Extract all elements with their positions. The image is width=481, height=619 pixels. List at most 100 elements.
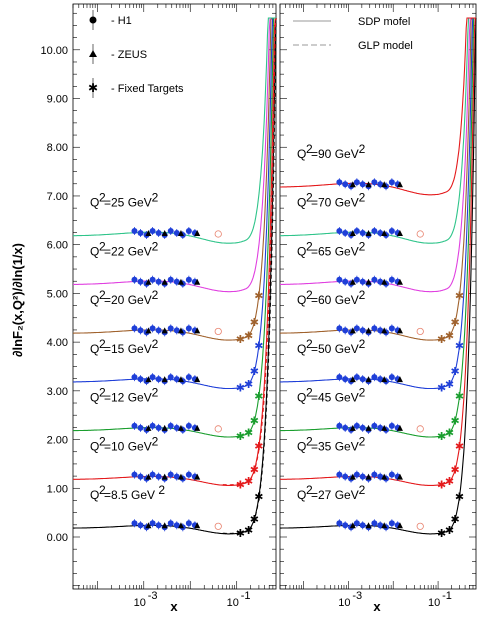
fixed-target-point: ✱ xyxy=(250,366,259,378)
q2-label-value: =70 GeV xyxy=(311,196,359,210)
h1-point xyxy=(149,422,156,429)
zeus-point xyxy=(177,424,184,431)
fixed-target-point: ✱ xyxy=(445,330,454,342)
h1-point xyxy=(388,471,395,478)
h1-point xyxy=(149,374,156,381)
model-curve xyxy=(280,17,476,438)
h1-point xyxy=(377,229,384,236)
fixed-target-point: ✱ xyxy=(236,382,245,394)
fixed-target-point: ✱ xyxy=(244,379,253,391)
zeus-point xyxy=(365,229,372,236)
h1-point xyxy=(149,276,156,283)
fixed-target-point: ✱ xyxy=(455,391,464,403)
fixed-target-point: ✱ xyxy=(254,441,263,453)
h1-point xyxy=(167,520,174,527)
zeus-point xyxy=(396,522,403,529)
glp-curve xyxy=(222,17,277,486)
h1-point xyxy=(342,376,349,383)
fixed-target-point: ✱ xyxy=(437,382,446,394)
h1-point xyxy=(388,374,395,381)
h1-point xyxy=(336,520,343,527)
h1-point xyxy=(342,278,349,285)
h1-point xyxy=(149,227,156,234)
h1-point xyxy=(371,520,378,527)
y-tick-label: 7.00 xyxy=(47,191,68,203)
q2-label-value: =15 GeV xyxy=(104,342,152,356)
h1-point xyxy=(173,376,180,383)
zeus-point xyxy=(381,473,388,480)
fixed-target-point: ✱ xyxy=(437,528,446,540)
h1-point xyxy=(336,471,343,478)
zeus-point xyxy=(396,278,403,285)
fixed-target-point: ✱ xyxy=(236,431,245,443)
zeus-point xyxy=(396,327,403,334)
fixed-target-point: ✱ xyxy=(250,317,259,329)
q2-label-exponent: 2 xyxy=(99,434,106,448)
q2-label-unit-exponent: 2 xyxy=(359,288,366,302)
h1-point xyxy=(377,327,384,334)
q2-label-value: =27 GeV xyxy=(311,488,359,502)
h1-point xyxy=(131,325,138,332)
zeus-point xyxy=(365,522,372,529)
y-tick-label: 0.00 xyxy=(47,532,68,544)
zeus-point xyxy=(145,327,152,334)
zeus-point xyxy=(161,376,168,383)
fixed-target-point: ✱ xyxy=(236,528,245,540)
q2-label-value: =12 GeV xyxy=(104,391,152,405)
zeus-point xyxy=(396,473,403,480)
h1-point xyxy=(131,374,138,381)
zeus-point xyxy=(349,424,356,431)
h1-point xyxy=(185,276,192,283)
h1-point xyxy=(137,522,144,529)
open-point xyxy=(416,425,424,433)
h1-point xyxy=(342,327,349,334)
q2-label-unit-exponent: 2 xyxy=(152,191,159,205)
legend-label: SDP mofel xyxy=(358,16,410,28)
zeus-point xyxy=(194,278,201,285)
legend-label: - H1 xyxy=(111,15,132,27)
x-tick-label-exponent: -1 xyxy=(442,590,452,602)
q2-label: Q xyxy=(90,488,99,502)
open-point xyxy=(214,230,222,238)
zeus-point xyxy=(381,229,388,236)
legend-label: - Fixed Targets xyxy=(111,83,184,95)
q2-label-exponent: 2 xyxy=(306,239,313,253)
fixed-target-point: ✱ xyxy=(236,479,245,491)
q2-label-exponent: 2 xyxy=(306,386,313,400)
q2-label: Q xyxy=(297,342,306,356)
q2-label-value: =90 GeV xyxy=(311,147,359,161)
h1-point xyxy=(137,376,144,383)
y-tick-label: 9.00 xyxy=(47,94,68,106)
fixed-target-point: ✱ xyxy=(254,391,263,403)
y-tick-label: 8.00 xyxy=(47,142,68,154)
q2-label-exponent: 2 xyxy=(99,483,106,497)
zeus-point xyxy=(161,229,168,236)
zeus-point xyxy=(177,327,184,334)
zeus-point xyxy=(161,522,168,529)
y-tick-label: 10.00 xyxy=(40,45,68,57)
h1-point xyxy=(377,424,384,431)
h1-point xyxy=(353,471,360,478)
h1-point xyxy=(388,422,395,429)
h1-point xyxy=(359,327,366,334)
q2-label-value: =10 GeV xyxy=(104,439,152,453)
zeus-point xyxy=(161,424,168,431)
fixed-target-point: ✱ xyxy=(445,525,454,537)
q2-label-unit-exponent: 2 xyxy=(359,386,366,400)
zeus-point xyxy=(145,376,152,383)
zeus-point xyxy=(349,473,356,480)
h1-point xyxy=(353,520,360,527)
fixed-target-point: ✱ xyxy=(254,341,263,353)
h1-point xyxy=(137,278,144,285)
h1-point xyxy=(371,374,378,381)
h1-point xyxy=(167,374,174,381)
h1-point xyxy=(155,327,162,334)
h1-point xyxy=(336,276,343,283)
h1-point xyxy=(131,276,138,283)
zeus-point xyxy=(365,376,372,383)
y-tick-label: 3.00 xyxy=(47,386,68,398)
fixed-target-point: ✱ xyxy=(254,492,263,504)
q2-label-value: =25 GeV xyxy=(104,196,152,210)
fixed-target-point: ✱ xyxy=(244,525,253,537)
h1-point xyxy=(342,473,349,480)
